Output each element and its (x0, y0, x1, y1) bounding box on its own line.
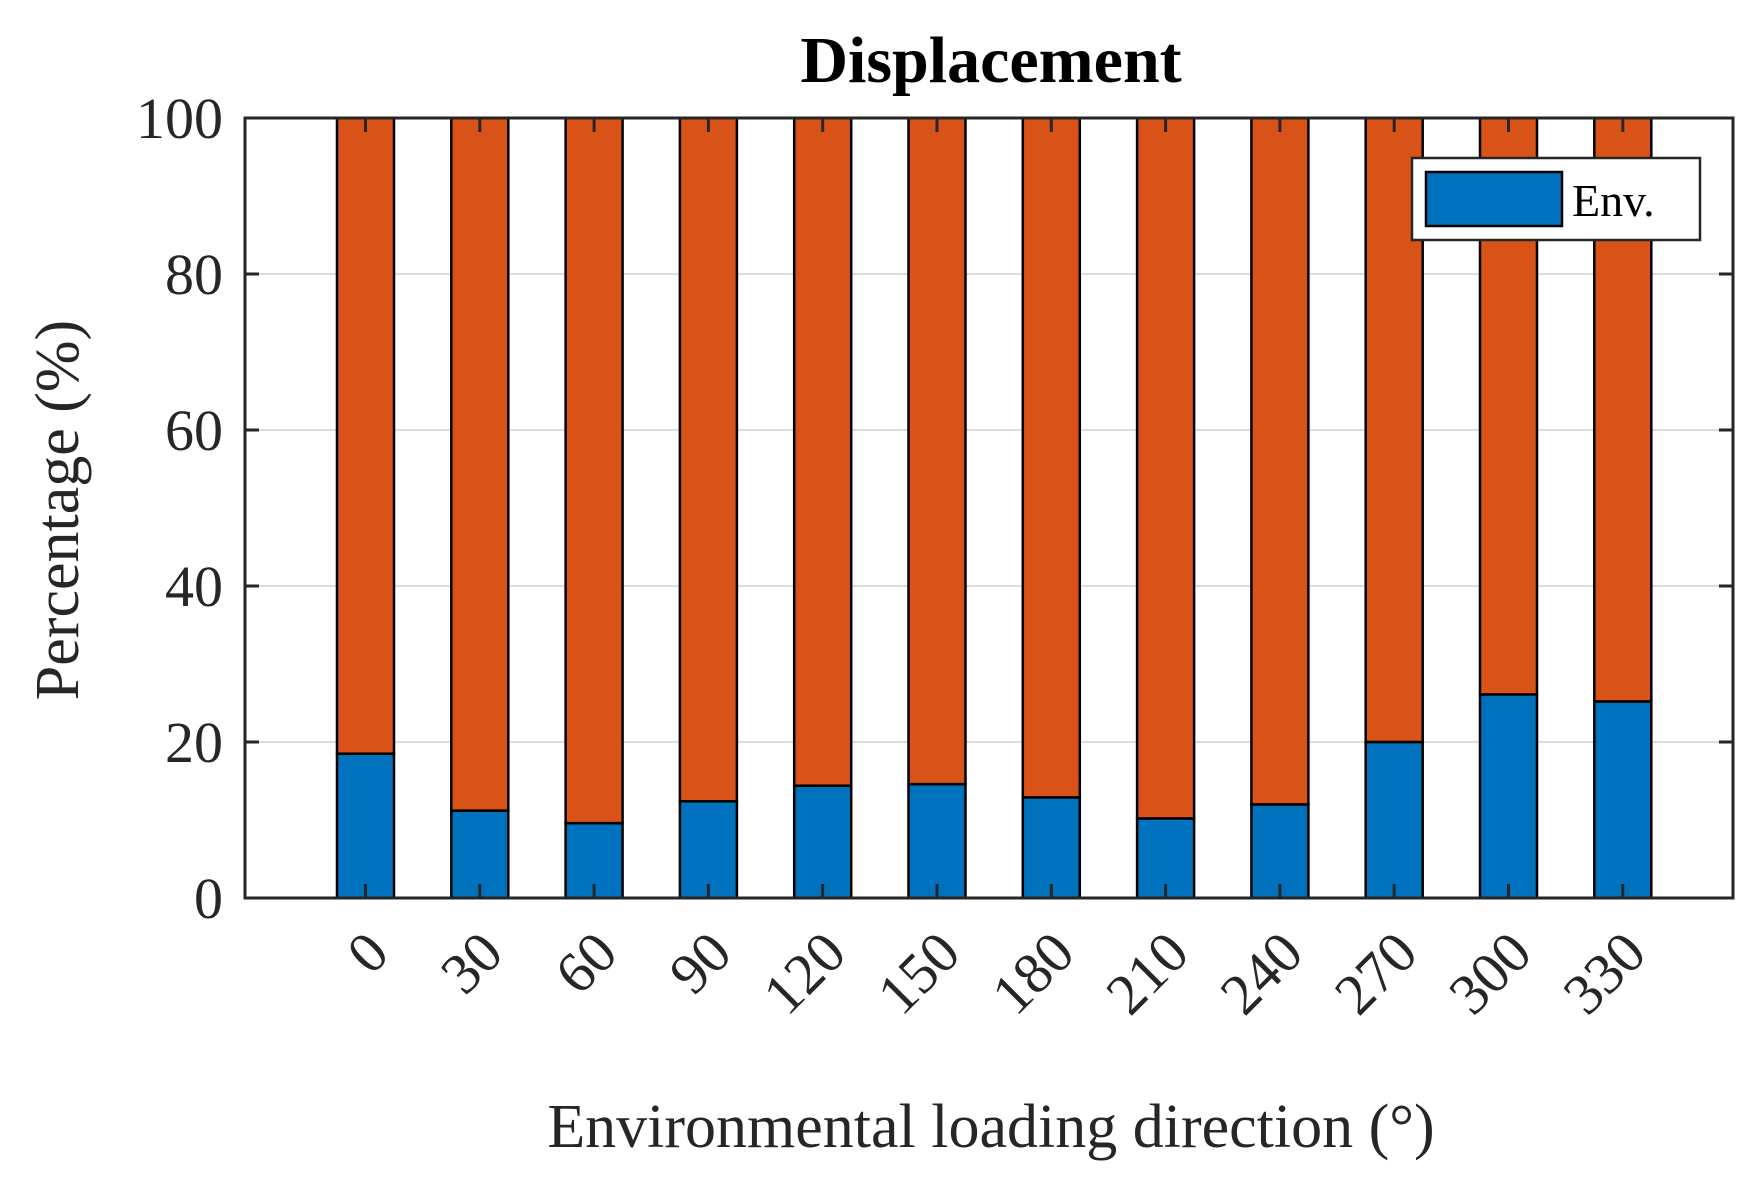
y-tick-label: 100 (136, 86, 223, 151)
bar-env-150 (907, 782, 967, 900)
y-tick-label: 60 (165, 398, 223, 463)
bar-env-180 (1021, 796, 1082, 900)
x-axis-label: Environmental loading direction (°) (547, 1093, 1434, 1161)
x-tick-label: 60 (542, 919, 629, 1006)
bar-env-330 (1593, 700, 1653, 900)
y-axis-label: Percentage (%) (24, 320, 92, 700)
axis-ticks (245, 116, 1733, 900)
legend-swatch-env (1424, 170, 1564, 228)
x-tick-label: 30 (428, 919, 515, 1006)
bar-env-120 (792, 784, 853, 900)
bar-remainder-180 (1021, 116, 1082, 799)
legend: Env. (1410, 156, 1702, 242)
x-tick-label: 300 (1436, 919, 1543, 1026)
bars (335, 116, 1653, 900)
bar-remainder-120 (792, 116, 853, 787)
x-tick-label: 120 (750, 919, 857, 1026)
bar-env-90 (678, 800, 739, 900)
bar-remainder-0 (335, 116, 396, 755)
bar-env-270 (1364, 740, 1424, 900)
legend-label-env: Env. (1572, 175, 1655, 226)
bar-remainder-210 (1135, 116, 1196, 820)
bar-env-0 (335, 752, 396, 900)
bar-env-300 (1478, 693, 1539, 900)
x-tick-label: 330 (1551, 919, 1658, 1026)
bar-remainder-240 (1250, 116, 1310, 806)
y-tick-labels: 0 20 40 60 80 100 (136, 86, 223, 931)
bar-env-240 (1250, 803, 1310, 900)
bar-remainder-150 (907, 116, 967, 786)
bar-remainder-30 (450, 116, 510, 812)
x-tick-labels: 0 30 60 90 120 150 180 210 240 270 300 330 (334, 919, 1658, 1026)
x-tick-label: 180 (979, 919, 1086, 1026)
y-tick-label: 0 (194, 866, 223, 931)
bar-remainder-60 (564, 116, 624, 825)
x-tick-label: 150 (865, 919, 972, 1026)
x-tick-label: 270 (1322, 919, 1429, 1026)
x-tick-label: 210 (1093, 919, 1200, 1026)
y-tick-label: 40 (165, 554, 223, 619)
y-tick-label: 20 (165, 710, 223, 775)
y-tick-label: 80 (165, 242, 223, 307)
x-tick-label: 0 (334, 919, 400, 985)
x-tick-label: 90 (657, 919, 744, 1006)
plot-frame (243, 116, 1735, 900)
bar-remainder-90 (678, 116, 739, 803)
chart-title: Displacement (800, 24, 1181, 97)
x-tick-label: 240 (1208, 919, 1315, 1026)
